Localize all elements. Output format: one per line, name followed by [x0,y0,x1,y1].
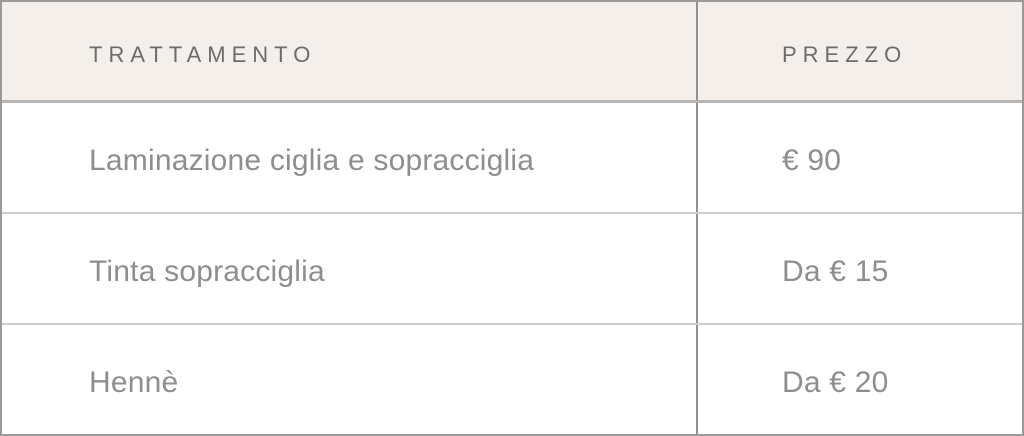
header-cell-trattamento: TRATTAMENTO [2,2,696,100]
treatment-cell: Tinta sopracciglia [2,214,696,323]
price-cell: € 90 [696,103,1022,212]
price-value: Da € 15 [782,254,889,288]
table-row: Laminazione ciglia e sopracciglia € 90 [2,103,1022,214]
treatment-name: Laminazione ciglia e sopracciglia [89,143,535,177]
treatment-name: Tinta sopracciglia [89,254,325,288]
price-cell: Da € 15 [696,214,1022,323]
table-header-row: TRATTAMENTO PREZZO [2,2,1022,103]
treatment-name: Hennè [89,365,179,399]
price-cell: Da € 20 [696,325,1022,434]
table-row: Hennè Da € 20 [2,325,1022,434]
price-value: € 90 [782,143,842,177]
treatment-cell: Hennè [2,325,696,434]
column-header-prezzo-label: PREZZO [782,42,908,67]
price-value: Da € 20 [782,365,889,399]
column-header-trattamento-label: TRATTAMENTO [89,42,317,67]
header-cell-prezzo: PREZZO [696,2,1022,100]
treatment-cell: Laminazione ciglia e sopracciglia [2,103,696,212]
table-row: Tinta sopracciglia Da € 15 [2,214,1022,325]
